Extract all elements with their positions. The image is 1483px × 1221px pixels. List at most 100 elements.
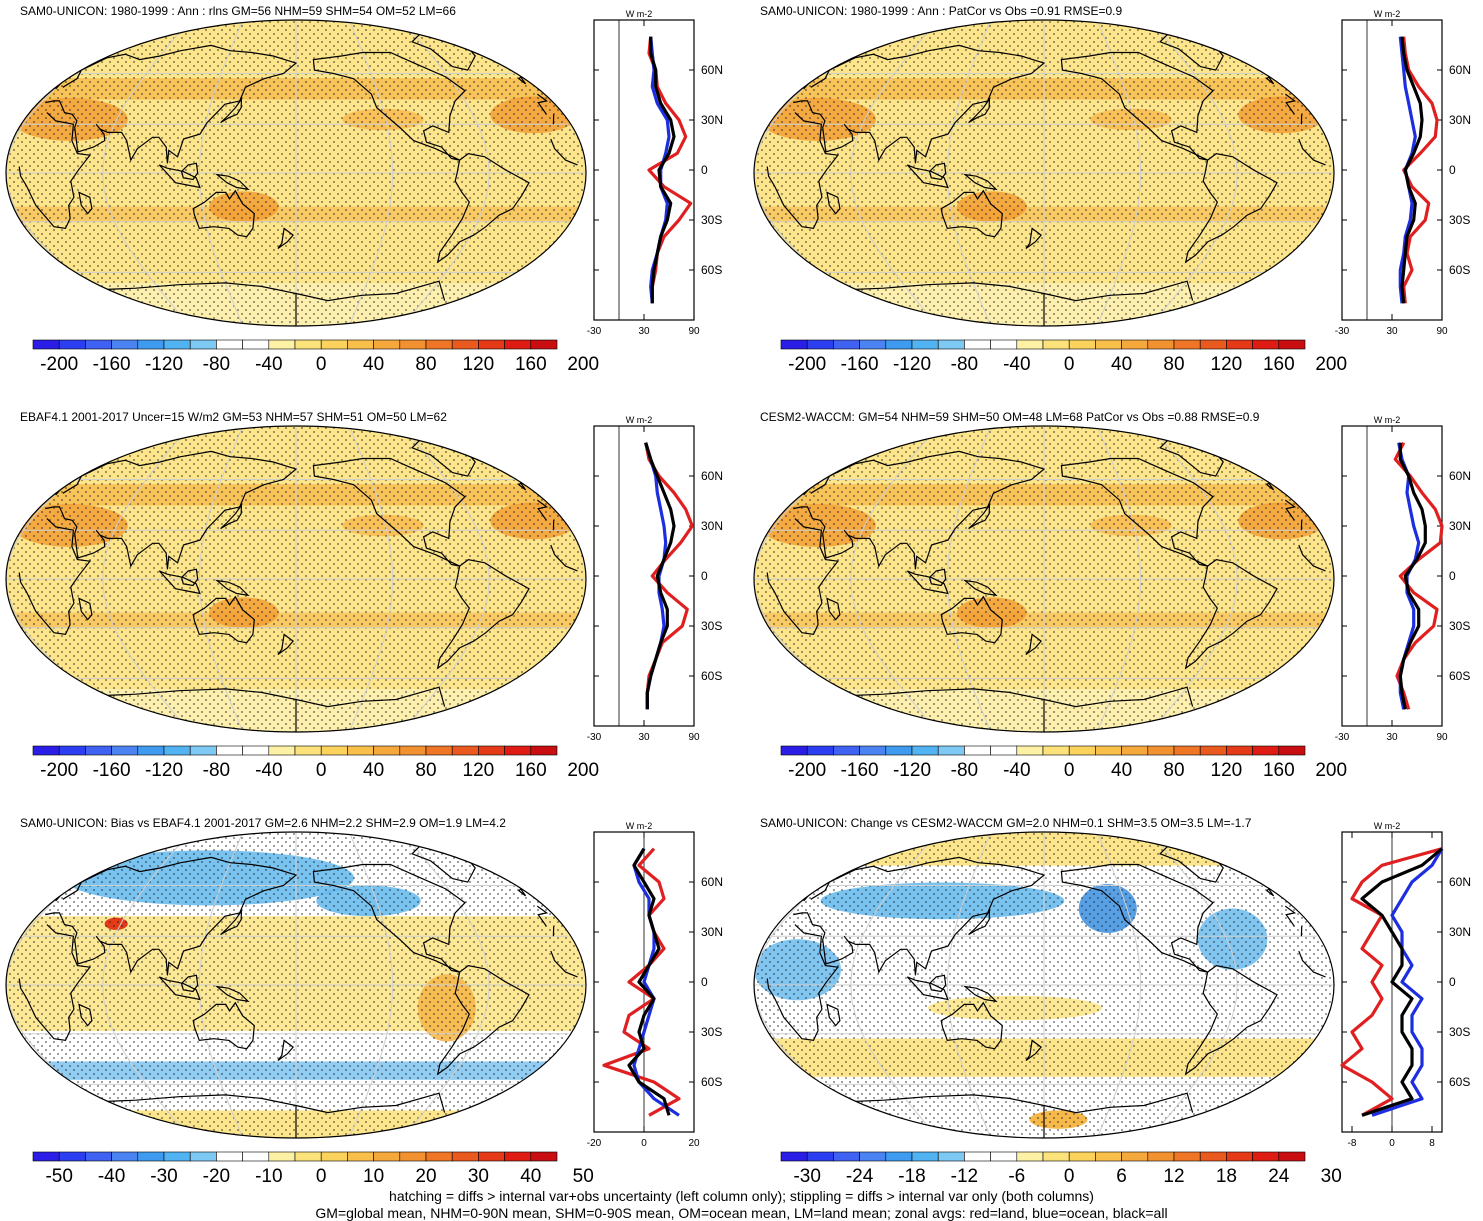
x-tick-label: -20: [587, 1138, 602, 1149]
panel-graphic: -200 -160 -120 -80 -40 0 40 80 120 160 200 W m-2 60N…: [753, 9, 1471, 375]
coast-madagascar: [78, 597, 93, 621]
zonal-unit-label: W m-2: [626, 415, 653, 425]
zonal-series-line: [602, 847, 681, 1117]
coast-newZealand: [1025, 1039, 1042, 1061]
colorbar-swatch: [242, 745, 270, 756]
colorbar-swatch: [1068, 1151, 1096, 1162]
zonal-series-line: [1371, 847, 1444, 1117]
footer-note-1: hatching = diffs > internal var+obs unce…: [389, 1188, 1094, 1204]
coast-antarctica: [839, 1092, 1194, 1138]
coast-northAmerica: [312, 51, 466, 161]
colorbar-swatch: [885, 745, 913, 756]
colorbar-swatch: [373, 745, 401, 756]
colorbar-tick-label: -40: [255, 354, 282, 375]
coast-newZealand: [277, 1039, 294, 1061]
colorbar-tick-label: -40: [1003, 354, 1030, 375]
map-field: [6, 832, 586, 1138]
colorbar-swatch: [163, 1151, 191, 1162]
map-field: [754, 20, 1334, 326]
colorbar-tick-label: -40: [98, 1166, 125, 1187]
colorbar-tick-label: -120: [893, 760, 931, 781]
coastlines: [18, 32, 578, 326]
coast-australia: [192, 595, 255, 644]
colorbar: -200 -160 -120 -80 -40 0 40 80 120 160 200: [32, 339, 599, 375]
colorbar-swatch: [294, 745, 322, 756]
coast-europeAsia: [793, 450, 1297, 570]
panel-graphic: -200 -160 -120 -80 -40 0 40 80 120 160 200 W m-2 60N…: [5, 9, 723, 375]
zonal-mean-plot: W m-2 60N 30N 0 30S 60S -20 0 20: [587, 821, 723, 1149]
colorbar-tick-label: 0: [316, 1166, 327, 1187]
colorbar-tick-label: -30: [793, 1166, 820, 1187]
coast-antarctica: [91, 280, 446, 326]
colorbar-tick-label: -120: [145, 354, 183, 375]
colorbar-tick-label: 200: [567, 760, 599, 781]
colorbar-swatch: [504, 745, 532, 756]
colorbar-swatch: [268, 745, 296, 756]
y-tick-label: 60S: [701, 1075, 722, 1089]
colorbar-tick-label: -120: [145, 760, 183, 781]
colorbar-tick-label: -160: [93, 354, 131, 375]
colorbar-swatch: [859, 1151, 887, 1162]
zonal-series-line: [1400, 36, 1424, 304]
colorbar-swatch: [780, 1151, 808, 1162]
y-tick-label: 0: [1449, 569, 1456, 583]
panel-title: SAM0-UNICON: Bias vs EBAF4.1 2001-2017 G…: [20, 816, 506, 830]
colorbar-tick-label: 0: [1064, 760, 1075, 781]
colorbar-tick-label: 12: [1163, 1166, 1184, 1187]
colorbar-tick-label: 120: [1211, 760, 1243, 781]
colorbar-swatch: [964, 745, 991, 756]
coast-madagascar: [826, 1003, 841, 1027]
x-tick-label: 0: [641, 1138, 647, 1149]
colorbar-swatch: [885, 1151, 913, 1162]
coast-southAmerica: [436, 558, 530, 670]
colorbar-swatch: [320, 339, 348, 350]
zonal-mean-plot: W m-2 60N 30N 0 30S 60S -30 30 90: [1335, 9, 1471, 337]
coast-southAmerica: [1184, 558, 1278, 670]
y-tick-label: 60S: [1449, 669, 1470, 683]
colorbar-tick-label: -10: [255, 1166, 282, 1187]
colorbar-swatch: [1252, 1151, 1280, 1162]
colorbar-swatch: [347, 745, 374, 756]
coast-newGuinea: [215, 173, 250, 191]
colorbar-swatch: [1042, 1151, 1070, 1162]
colorbar-swatch: [780, 339, 808, 350]
colorbar-tick-label: 0: [1064, 1166, 1075, 1187]
colorbar-swatch: [964, 339, 991, 350]
colorbar-tick-label: -120: [893, 354, 931, 375]
coastlines: [18, 438, 578, 732]
x-tick-label: 30: [638, 326, 650, 337]
colorbar-tick-label: 0: [316, 760, 327, 781]
colorbar-swatch: [937, 745, 965, 756]
colorbar-swatch: [478, 339, 505, 350]
coast-indonesia: [906, 976, 949, 1001]
colorbar-swatch: [1173, 745, 1201, 756]
colorbar-swatch: [111, 1151, 139, 1162]
zonal-mean-plot: W m-2 60N 30N 0 30S 60S -30 30 90: [587, 9, 723, 337]
colorbar-swatch: [85, 339, 112, 350]
map-frame: [753, 19, 1335, 327]
colorbar-swatch: [990, 745, 1018, 756]
coast-indonesia: [158, 164, 201, 189]
colorbar-swatch: [1095, 745, 1122, 756]
y-tick-label: 30N: [1449, 519, 1471, 533]
colorbar-swatch: [189, 339, 217, 350]
coast-borneo: [928, 568, 947, 587]
map-frame: [753, 831, 1335, 1139]
colorbar-swatch: [859, 339, 887, 350]
zonal-series-line: [649, 36, 676, 304]
colorbar-tick-label: -6: [1008, 1166, 1025, 1187]
colorbar-tick-label: 40: [520, 1166, 541, 1187]
map-field: [6, 426, 586, 732]
coast-australia: [940, 189, 1003, 238]
y-tick-label: 0: [701, 975, 708, 989]
x-tick-label: 90: [688, 732, 700, 743]
colorbar-swatch: [806, 1151, 834, 1162]
panel-graphic: -200 -160 -120 -80 -40 0 40 80 120 160 200 W m-2 60N…: [753, 415, 1471, 781]
zonal-series-line: [627, 847, 671, 1116]
y-tick-label: 60N: [1449, 875, 1471, 889]
colorbar-tick-label: 10: [363, 1166, 384, 1187]
y-tick-label: 30N: [701, 925, 723, 939]
panel-5: SAM0-UNICON: Bias vs EBAF4.1 2001-2017 G…: [0, 812, 735, 1212]
coast-europeAsia: [793, 44, 1297, 164]
colorbar-swatch: [1226, 1151, 1253, 1162]
